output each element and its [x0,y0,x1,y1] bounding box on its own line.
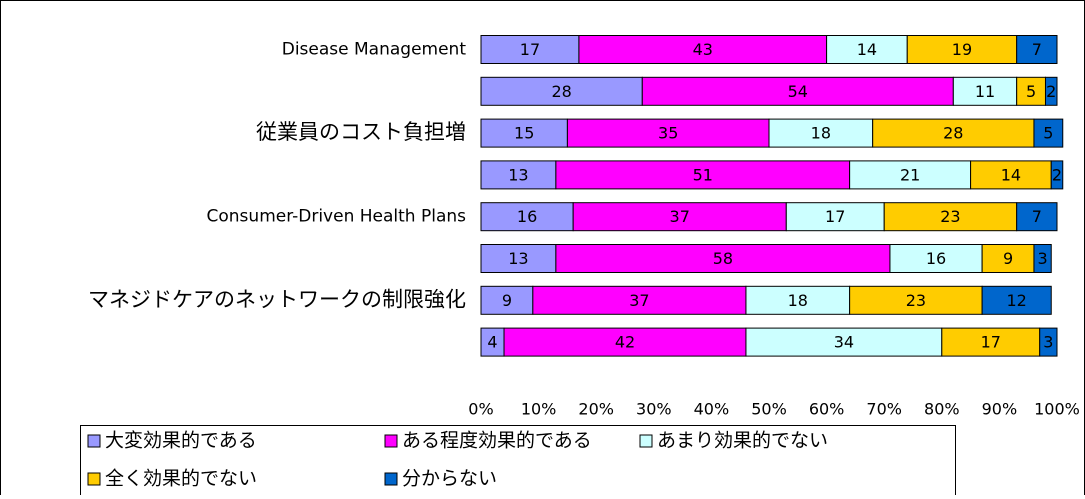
bar-segment [555,244,891,273]
y-tick-label: Consumer-Driven Health Plans [207,207,467,227]
legend-swatch [87,434,101,448]
data-label: 23 [940,207,960,226]
data-label: 7 [1032,40,1042,59]
bar-segment [1016,202,1058,232]
data-label: 28 [943,124,963,143]
y-tick-label: 従業員のコスト負担増 [256,120,466,144]
x-tick-label: 10% [521,400,557,419]
data-label: 18 [788,291,808,310]
legend-swatch [87,472,101,486]
data-label: 7 [1032,207,1042,226]
data-label: 37 [629,291,649,310]
bar-segment [572,202,787,232]
x-tick-label: 30% [636,400,672,419]
data-label: 51 [693,165,713,184]
bar-segment [1033,244,1052,273]
bar-segment [480,244,557,273]
x-tick-label: 20% [578,400,614,419]
data-label: 3 [1038,249,1048,268]
x-tick-label: 50% [751,400,787,419]
bar-segment [641,76,954,106]
y-tick-label: マネジドケアのネットワークの制限強化 [88,287,466,311]
bar-segment [849,160,972,190]
data-label: 9 [502,291,512,310]
x-tick-label: 100% [1034,400,1080,419]
data-label: 13 [508,165,528,184]
bar-segment [889,244,983,273]
bar-segment [872,118,1035,148]
x-tick-label: 0% [468,400,493,419]
data-label: 42 [615,333,635,352]
bar-segment [566,118,770,148]
data-label: 4 [487,333,497,352]
bar-segment [578,35,828,64]
data-label: 15 [514,124,534,143]
data-label: 35 [658,124,678,143]
data-label: 43 [693,40,713,59]
data-label: 17 [520,40,540,59]
bar-segment [970,160,1052,190]
data-label: 12 [1007,291,1027,310]
data-label: 5 [1043,124,1053,143]
bar-segment [480,118,568,148]
data-label: 17 [825,207,845,226]
data-label: 3 [1043,333,1053,352]
legend-label: あまり効果的でない [657,430,828,452]
data-label: 54 [788,82,808,101]
bar-segment [981,285,1052,315]
data-label: 2 [1052,165,1062,184]
x-tick-label: 90% [982,400,1018,419]
bar-segment [1016,35,1058,64]
data-label: 58 [713,249,733,268]
bar-segment [768,118,874,148]
data-label: 16 [926,249,946,268]
data-label: 16 [517,207,537,226]
bar-segment [1050,160,1064,190]
data-label: 14 [1001,165,1021,184]
data-label: 2 [1046,82,1056,101]
bar-segment [849,285,983,315]
bar-segment [745,327,943,357]
bar-segment [1033,118,1064,148]
bar-segment [1016,76,1046,106]
bar-segment [1044,76,1058,106]
legend-box [80,425,956,499]
data-label: 17 [981,333,1001,352]
x-tick-label: 60% [809,400,845,419]
x-tick-label: 70% [866,400,902,419]
bar-segment [555,160,851,190]
x-tick-label: 40% [694,400,730,419]
bar-segment [981,244,1035,273]
legend-label: ある程度効果的である [402,430,592,452]
bar-segment [532,285,747,315]
bar-segment [480,202,574,232]
data-label: 37 [670,207,690,226]
data-label: 21 [900,165,920,184]
legend-label: 大変効果的である [105,430,257,452]
data-label: 9 [1003,249,1013,268]
data-label: 18 [811,124,831,143]
legend-label: 分からない [402,468,497,490]
legend-swatch [384,472,398,486]
data-label: 14 [857,40,877,59]
legend-swatch [384,434,398,448]
y-tick-label: Disease Management [282,40,467,60]
x-tick-label: 80% [924,400,960,419]
legend-label: 全く効果的でない [105,468,257,490]
data-label: 13 [508,249,528,268]
data-label: 28 [551,82,571,101]
data-label: 23 [906,291,926,310]
data-label: 11 [975,82,995,101]
data-label: 34 [834,333,854,352]
data-label: 19 [952,40,972,59]
data-label: 5 [1026,82,1036,101]
bar-segment [480,160,557,190]
bar-segment [785,202,885,232]
bar-segment [826,35,908,64]
legend-swatch [639,434,653,448]
bar-segment [1039,327,1058,357]
bar-segment [480,35,580,64]
bar-segment [480,285,534,315]
